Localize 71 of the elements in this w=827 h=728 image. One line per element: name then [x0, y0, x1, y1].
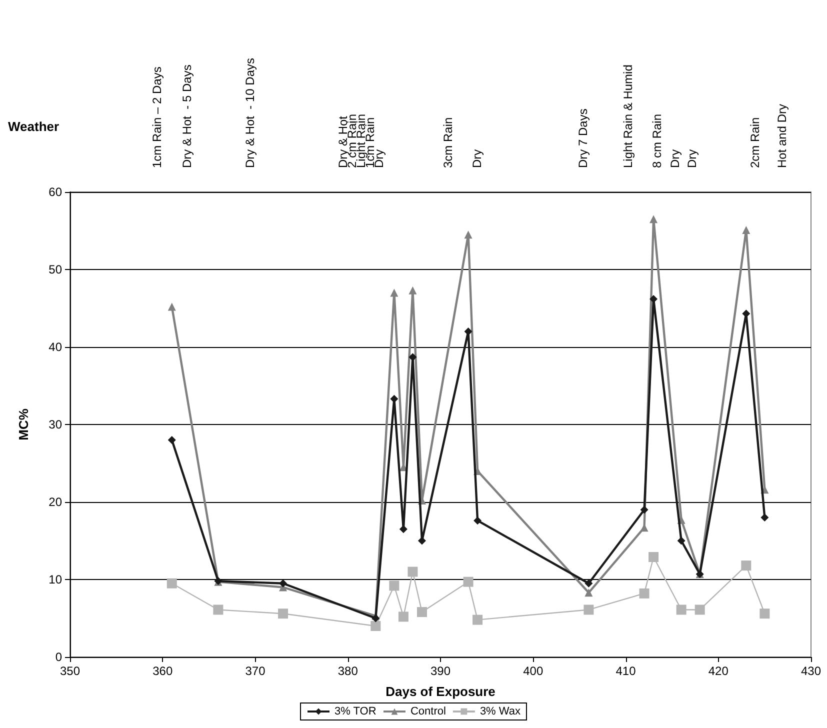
- point: [760, 514, 769, 522]
- point: [640, 506, 648, 514]
- point: [408, 286, 417, 294]
- point: [760, 608, 770, 619]
- point: [390, 288, 398, 297]
- text: Hot and Dry: [775, 104, 789, 168]
- legend-label: 3% TOR: [334, 706, 376, 718]
- point: [584, 579, 593, 588]
- point: [398, 612, 408, 622]
- text: Dry & Hot - 10 Days: [243, 58, 257, 168]
- x-axis-title: Days of Exposure: [386, 684, 496, 699]
- x-tick-label: 420: [708, 664, 729, 678]
- text: 8 cm Rain: [650, 114, 664, 168]
- point: [372, 614, 380, 622]
- point: [416, 607, 427, 618]
- point: [464, 328, 472, 336]
- point: [584, 604, 594, 615]
- text: 3cm Rain: [441, 117, 455, 168]
- y-tick-label: 30: [48, 418, 62, 432]
- point: [463, 576, 474, 587]
- point: [650, 215, 658, 224]
- y-tick-label: 40: [48, 340, 62, 354]
- text: Dry: [685, 149, 699, 168]
- point: [418, 536, 426, 545]
- text: Weather: [8, 119, 60, 134]
- y-tick-label: 50: [48, 262, 62, 276]
- x-tick-label: 360: [152, 664, 173, 678]
- point: [168, 302, 176, 311]
- point: [650, 294, 658, 303]
- point: [694, 604, 705, 615]
- point: [408, 566, 418, 577]
- x-tick-label: 410: [616, 664, 636, 678]
- point: [741, 560, 752, 571]
- legend-label: Control: [410, 706, 446, 718]
- point: [639, 588, 650, 598]
- point: [677, 536, 686, 545]
- x-tick-label: 390: [430, 664, 451, 678]
- point: [389, 580, 400, 591]
- y-axis-title: MC%: [16, 408, 31, 440]
- text: Dry: [668, 149, 682, 168]
- point: [213, 604, 224, 615]
- y-tick-label: 60: [48, 185, 62, 199]
- text: Dry & Hot - 5 Days: [180, 64, 194, 168]
- point: [584, 588, 593, 597]
- point: [370, 621, 381, 631]
- point: [279, 579, 288, 588]
- x-tick-label: 400: [523, 664, 544, 678]
- y-tick-label: 20: [48, 495, 62, 509]
- point: [472, 614, 483, 625]
- point: [474, 516, 482, 525]
- point: [278, 608, 288, 619]
- y-tick-label: 10: [48, 572, 62, 586]
- point: [648, 552, 659, 562]
- x-tick-label: 430: [800, 664, 822, 678]
- x-tick-label: 370: [245, 664, 266, 678]
- y-tick-label: 0: [55, 650, 62, 664]
- x-tick-label: 350: [60, 664, 80, 678]
- point: [676, 604, 686, 615]
- text: Light Rain & Humid: [621, 64, 635, 168]
- text: 2cm Rain: [748, 117, 762, 168]
- point: [390, 394, 398, 403]
- point: [166, 578, 177, 588]
- text: Dry: [470, 149, 484, 168]
- point: [464, 230, 472, 239]
- x-tick-label: 380: [338, 664, 358, 678]
- point: [399, 525, 408, 534]
- text: 1cm Rain – 2 Days: [150, 66, 164, 168]
- legend-label: 3% Wax: [480, 706, 521, 718]
- point: [168, 436, 176, 444]
- point: [742, 226, 750, 234]
- text: Dry 7 Days: [576, 108, 590, 168]
